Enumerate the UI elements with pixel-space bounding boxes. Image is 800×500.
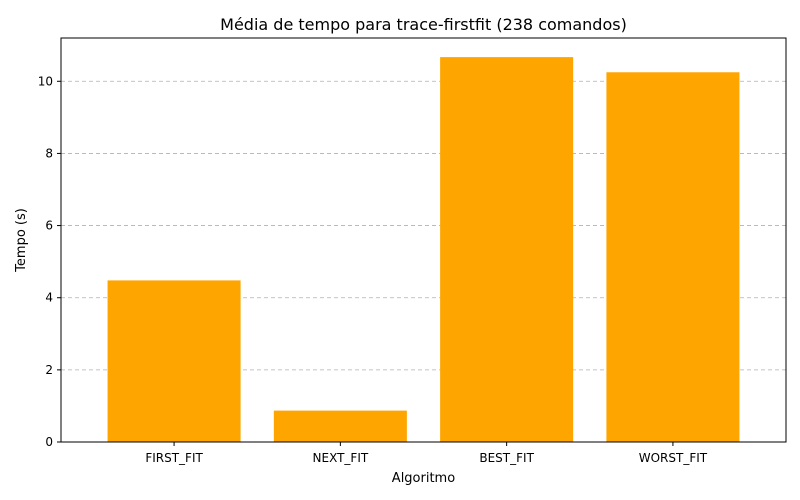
x-tick-label: BEST_FIT (479, 451, 534, 465)
bar-worst-fit (606, 72, 740, 443)
x-tick-label: FIRST_FIT (145, 451, 203, 465)
x-axis-ticks: FIRST_FIT NEXT_FIT BEST_FIT WORST_FIT (145, 442, 708, 465)
bar-next-fit (273, 410, 407, 442)
y-tick-label: 0 (45, 435, 53, 449)
bar-first-fit (107, 280, 241, 442)
y-tick-label: 6 (45, 219, 53, 233)
y-tick-label: 10 (38, 74, 53, 88)
plot-frame (60, 37, 787, 443)
y-tick-label: 4 (45, 291, 53, 305)
x-tick-label: NEXT_FIT (313, 451, 369, 465)
bars (107, 57, 740, 443)
chart-title: Média de tempo para trace-firstfit (238 … (220, 15, 627, 34)
y-axis-label: Tempo (s) (14, 208, 29, 273)
x-axis-label: Algoritmo (392, 471, 455, 486)
y-axis-ticks: 0 2 4 6 8 10 (38, 74, 61, 449)
y-tick-label: 8 (45, 146, 53, 160)
x-tick-label: WORST_FIT (639, 451, 708, 465)
y-tick-label: 2 (45, 363, 53, 377)
bar-best-fit (440, 57, 574, 442)
